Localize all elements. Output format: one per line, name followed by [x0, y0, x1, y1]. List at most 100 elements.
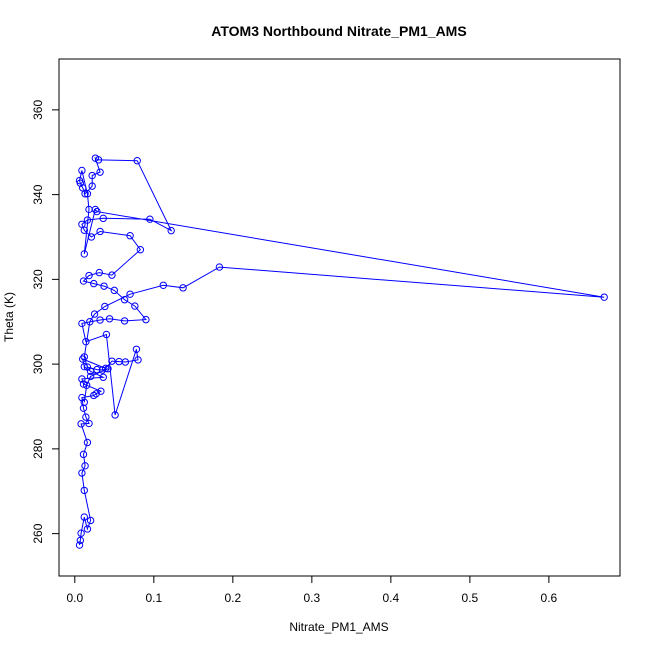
data-point	[83, 363, 92, 371]
x-tick-label: 0.0	[66, 591, 83, 605]
data-point	[91, 154, 100, 162]
data-point	[77, 420, 85, 428]
data-point	[98, 366, 107, 374]
data-point	[86, 318, 94, 326]
data-point	[90, 391, 98, 400]
data-point	[82, 381, 91, 390]
data-point	[96, 227, 104, 236]
data-point	[81, 462, 89, 470]
data-point	[111, 411, 119, 419]
data-point	[179, 284, 187, 292]
y-tick-label: 320	[31, 269, 45, 289]
y-tick-label: 260	[31, 523, 45, 543]
y-tick-label: 360	[31, 100, 45, 120]
data-point	[79, 277, 88, 285]
x-axis: 0.0 0.1 0.2 0.3 0.4 0.5 0.6	[66, 575, 558, 605]
data-point	[101, 302, 109, 311]
data-point	[79, 450, 88, 459]
data-point	[80, 362, 88, 371]
x-tick-label: 0.1	[145, 591, 162, 605]
data-point	[100, 282, 108, 290]
data-point	[78, 393, 86, 402]
data-point	[79, 184, 87, 192]
data-point	[90, 310, 99, 318]
y-axis-label: Theta (K)	[2, 292, 16, 342]
data-point	[83, 525, 92, 533]
data-point	[121, 358, 130, 366]
x-tick-label: 0.3	[304, 591, 321, 605]
data-point	[142, 315, 150, 324]
data-point	[120, 317, 129, 325]
series-line	[78, 157, 605, 546]
data-point	[132, 345, 141, 353]
data-point	[104, 365, 112, 373]
data-point	[146, 215, 154, 223]
data-point	[78, 375, 86, 383]
data-point	[79, 355, 87, 363]
data-point	[85, 271, 93, 280]
data-point	[83, 438, 92, 447]
data-point	[75, 541, 84, 549]
x-axis-label: Nitrate_PM1_AMS	[289, 620, 388, 634]
data-point	[90, 279, 98, 288]
data-point	[102, 330, 111, 339]
data-point	[87, 233, 96, 241]
y-tick-label: 280	[31, 439, 45, 459]
data-point	[86, 372, 95, 381]
data-point	[80, 513, 88, 521]
data-point	[95, 268, 103, 277]
data-point	[75, 176, 84, 185]
data-point	[215, 263, 224, 271]
x-tick-label: 0.4	[383, 591, 400, 605]
data-point	[134, 356, 142, 364]
data-point	[88, 171, 96, 180]
data-point	[96, 316, 104, 324]
data-point	[110, 286, 119, 295]
data-point	[105, 315, 114, 323]
data-point	[80, 486, 88, 495]
data-point	[131, 302, 139, 310]
data-point	[85, 419, 93, 428]
data-point	[99, 373, 107, 381]
data-point	[133, 157, 141, 165]
data-point	[83, 216, 92, 224]
data-point	[80, 353, 88, 361]
x-tick-label: 0.5	[462, 591, 479, 605]
data-point	[78, 220, 86, 228]
data-point	[76, 536, 85, 545]
data-point	[96, 168, 104, 176]
data-point	[80, 398, 88, 406]
data-point	[600, 293, 608, 301]
data-point	[83, 190, 92, 198]
data-point	[93, 365, 101, 374]
data-point	[78, 319, 86, 328]
series-group	[75, 154, 608, 549]
y-tick-label: 340	[31, 184, 45, 204]
data-point	[80, 250, 88, 258]
y-tick-label: 300	[31, 354, 45, 374]
x-tick-label: 0.2	[224, 591, 241, 605]
data-point	[77, 529, 85, 537]
x-tick-label: 0.6	[541, 591, 558, 605]
data-point	[159, 281, 167, 289]
data-point	[126, 232, 134, 240]
data-point	[108, 357, 116, 365]
data-point	[79, 380, 88, 388]
y-axis: 260 280 300 320 340 360	[31, 100, 60, 544]
data-point	[108, 271, 116, 279]
data-point	[99, 214, 107, 223]
data-point	[126, 290, 134, 298]
data-point	[78, 469, 86, 477]
chart-title: ATOM3 Northbound Nitrate_PM1_AMS	[211, 23, 466, 39]
data-point	[78, 166, 86, 175]
data-point	[91, 205, 100, 214]
data-point	[82, 413, 90, 421]
data-point	[82, 337, 90, 346]
data-point	[97, 387, 105, 395]
data-point	[86, 516, 95, 525]
data-point	[167, 226, 175, 235]
data-point	[93, 207, 101, 216]
data-point	[136, 245, 145, 254]
data-point	[88, 182, 96, 190]
